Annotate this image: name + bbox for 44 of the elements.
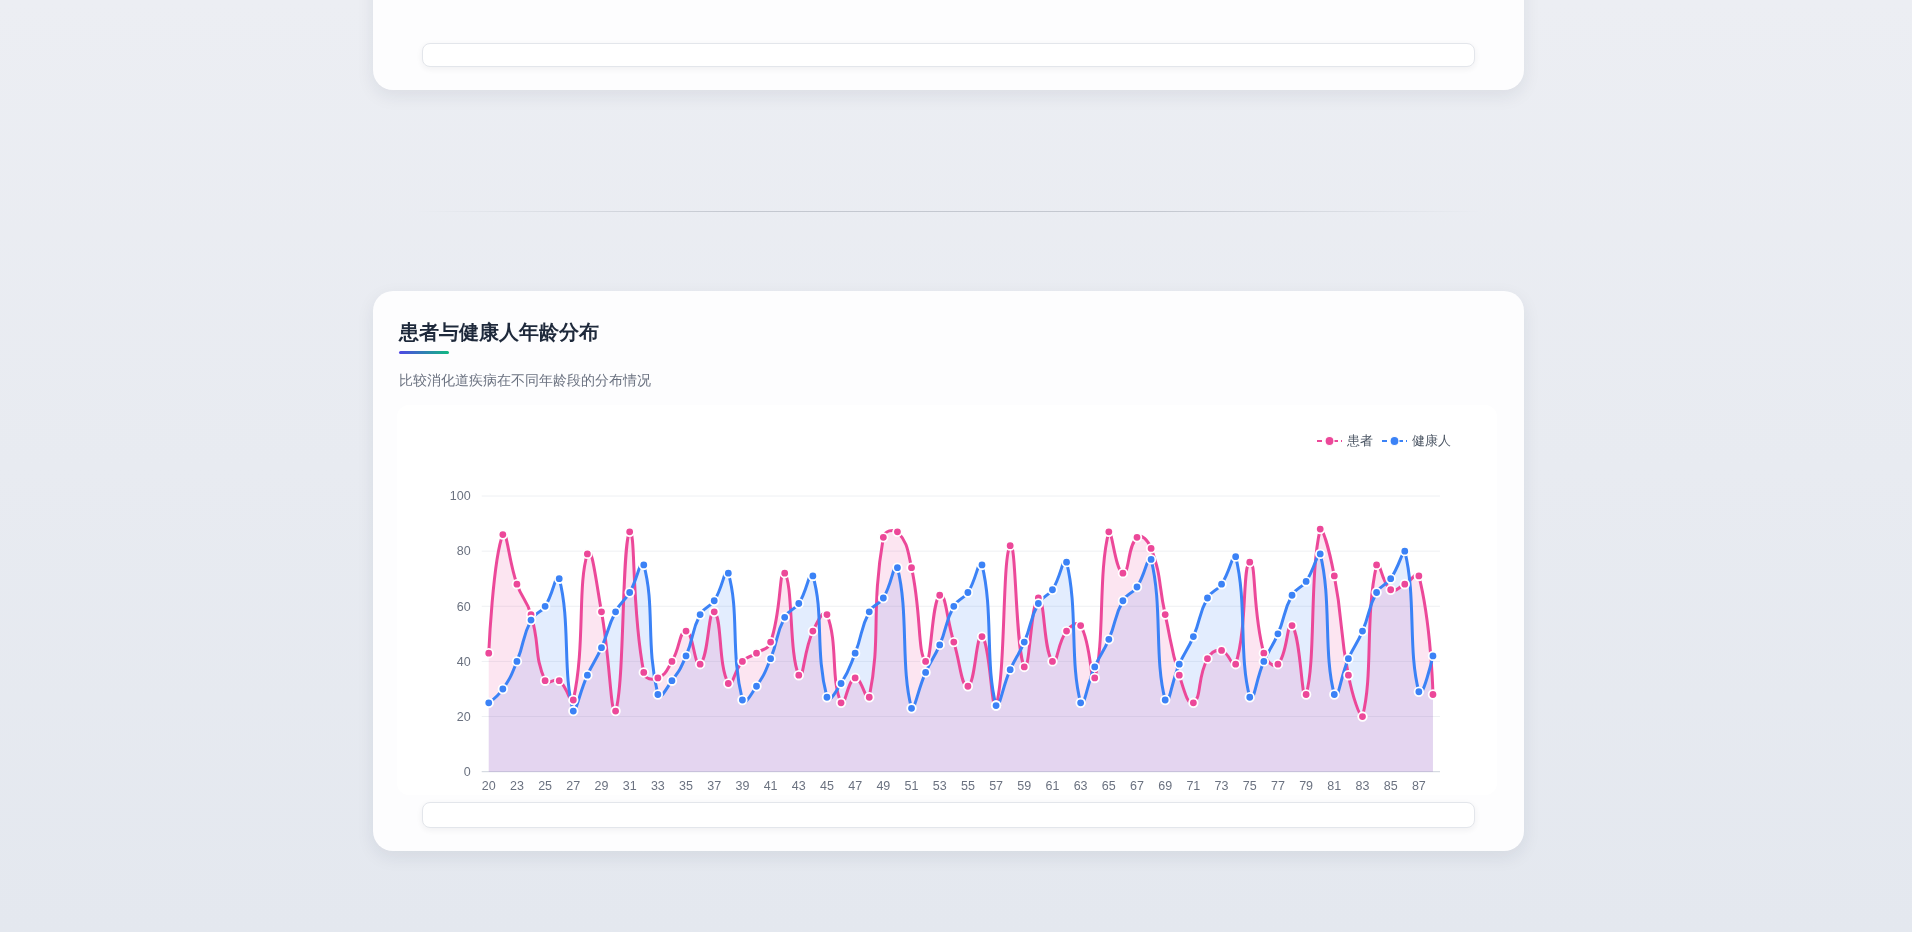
x-tick-label: 61: [1045, 779, 1060, 794]
x-tick-label: 73: [1214, 779, 1229, 794]
x-tick-label: 81: [1327, 779, 1342, 794]
x-tick-label: 25: [538, 779, 553, 794]
x-tick-label: 65: [1101, 779, 1116, 794]
x-tick-label: 67: [1130, 779, 1145, 794]
x-tick-label: 87: [1411, 779, 1426, 794]
x-tick-label: 23: [509, 779, 524, 794]
x-tick-label: 49: [876, 779, 891, 794]
chart-title: 患者与健康人年龄分布: [399, 320, 599, 345]
x-tick-label: 27: [566, 779, 581, 794]
y-tick-label: 80: [456, 544, 471, 559]
y-tick-label: 40: [456, 654, 471, 669]
x-tick-label: 47: [848, 779, 863, 794]
x-tick-label: 83: [1355, 779, 1370, 794]
x-tick-label: 45: [820, 779, 834, 794]
legend-label: 健康人: [1412, 434, 1451, 449]
y-tick-label: 60: [456, 599, 471, 614]
x-tick-label: 63: [1073, 779, 1088, 794]
x-tick-label: 69: [1158, 779, 1173, 794]
y-tick-label: 0: [463, 765, 471, 779]
x-tick-label: 29: [594, 779, 609, 794]
x-tick-label: 20: [481, 779, 496, 794]
x-tick-label: 55: [960, 779, 975, 794]
x-tick-label: 37: [707, 779, 722, 794]
x-tick-label: 39: [735, 779, 750, 794]
x-tick-label: 75: [1242, 779, 1257, 794]
x-tick-label: 77: [1270, 779, 1285, 794]
x-tick-label: 43: [791, 779, 806, 794]
x-tick-label: 31: [622, 779, 637, 794]
y-tick-label: 100: [449, 489, 471, 504]
y-tick-label: 20: [456, 709, 471, 724]
x-tick-label: 41: [763, 779, 778, 794]
x-tick-label: 33: [650, 779, 665, 794]
legend-label: 患者: [1346, 434, 1373, 449]
x-tick-label: 85: [1383, 779, 1398, 794]
x-tick-label: 79: [1299, 779, 1314, 794]
x-tick-label: 35: [679, 779, 694, 794]
x-tick-label: 57: [989, 779, 1004, 794]
x-tick-label: 71: [1186, 779, 1201, 794]
x-tick-label: 51: [904, 779, 919, 794]
x-tick-label: 53: [932, 779, 947, 794]
x-tick-label: 59: [1017, 779, 1032, 794]
chart-subtitle: 比较消化道疾病在不同年龄段的分布情况: [399, 372, 651, 390]
